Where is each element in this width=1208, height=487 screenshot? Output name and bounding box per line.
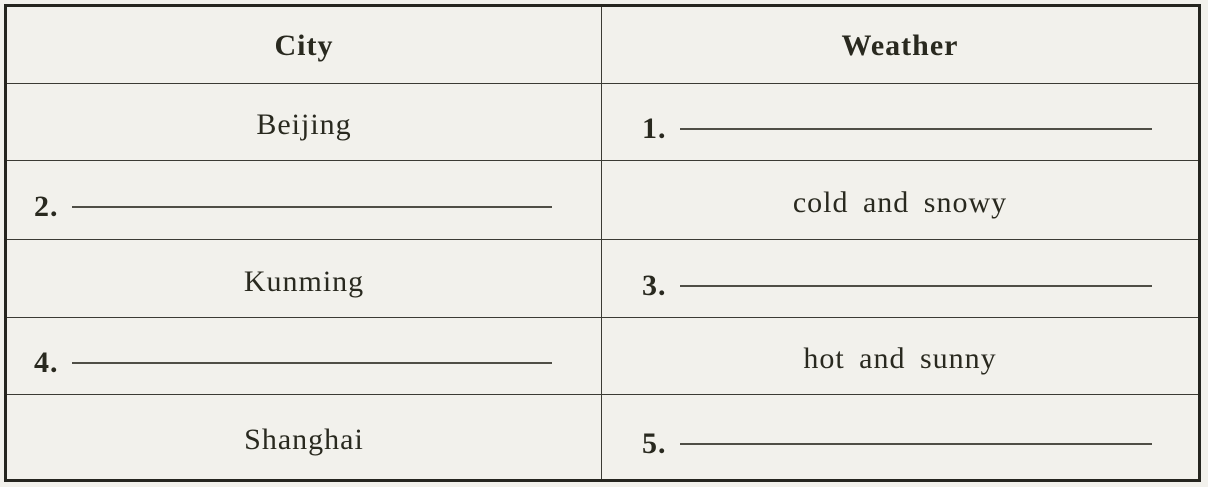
column-header-city-label: City: [274, 29, 334, 62]
city-cell: Beijing: [7, 84, 601, 160]
table-row: Kunming 3.: [7, 239, 1198, 317]
weather-cell: cold and snowy: [601, 161, 1198, 239]
city-name: Beijing: [256, 108, 352, 141]
answer-blank-line: [71, 206, 552, 208]
city-weather-matching-table: City Weather Beijing 1. 2. cold and snow…: [4, 4, 1201, 482]
weather-blank-cell: 3.: [601, 240, 1198, 317]
weather-blank-cell: 5.: [601, 395, 1198, 479]
table-header-row: City Weather: [7, 7, 1198, 83]
weather-cell: hot and sunny: [601, 318, 1198, 394]
city-name: Kunming: [243, 264, 365, 298]
blank-number: 1.: [642, 112, 667, 145]
table-row: 2. cold and snowy: [7, 160, 1198, 239]
blank-number: 3.: [642, 268, 667, 302]
blank-number: 2.: [34, 190, 59, 223]
table-row: 4. hot and sunny: [7, 317, 1198, 394]
weather-description: cold and snowy: [792, 186, 1008, 219]
blank-number: 5.: [642, 427, 667, 460]
column-header-weather-label: Weather: [841, 29, 959, 62]
answer-blank-line: [679, 443, 1152, 445]
city-cell: Kunming: [7, 240, 601, 317]
column-header-weather: Weather: [601, 7, 1198, 83]
column-header-city: City: [7, 7, 601, 83]
weather-description: hot and sunny: [803, 342, 997, 375]
weather-blank-cell: 1.: [601, 84, 1198, 160]
answer-blank-line: [679, 284, 1152, 287]
blank-number: 4.: [34, 346, 59, 379]
answer-blank-line: [71, 362, 552, 364]
city-name: Shanghai: [244, 423, 364, 456]
table-row: Beijing 1.: [7, 83, 1198, 160]
table-row: Shanghai 5.: [7, 394, 1198, 479]
city-cell: Shanghai: [7, 395, 601, 479]
city-blank-cell: 4.: [7, 318, 601, 394]
city-blank-cell: 2.: [7, 161, 601, 239]
answer-blank-line: [679, 128, 1152, 130]
